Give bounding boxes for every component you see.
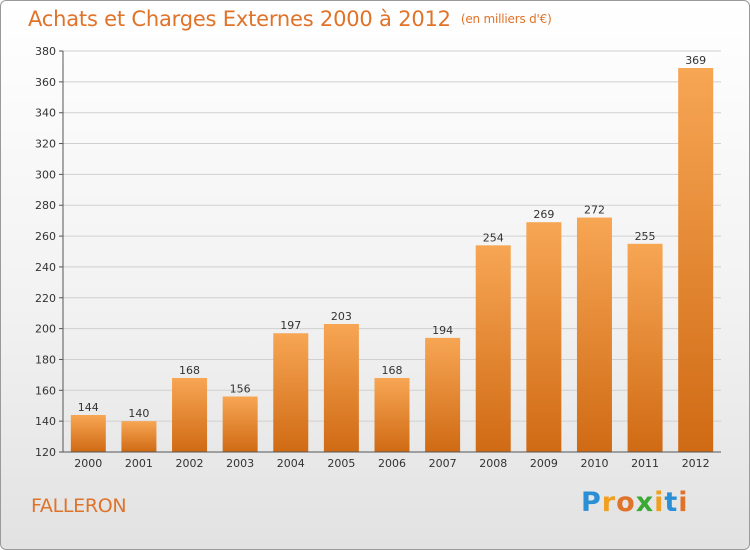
bar-2003 <box>222 396 258 452</box>
x-tick-label: 2009 <box>530 457 558 470</box>
value-label: 269 <box>533 208 554 221</box>
y-axis-ticks: 120 140 160 180 200 220 240 260 280 300 320 340 360 3… <box>35 45 63 459</box>
bars <box>70 67 714 452</box>
x-tick-label: 2012 <box>682 457 710 470</box>
y-tick-label: 340 <box>35 107 56 120</box>
y-tick-label: 320 <box>35 138 56 151</box>
x-axis-ticks: 2000 2001 2002 2003 2004 2005 2006 2007 2008 2009… <box>74 457 709 470</box>
y-tick-label: 220 <box>35 292 56 305</box>
x-tick-label: 2008 <box>479 457 507 470</box>
bar-2006 <box>374 377 410 452</box>
axes <box>62 51 721 453</box>
x-tick-label: 2002 <box>176 457 204 470</box>
value-label: 194 <box>432 324 453 337</box>
x-tick-label: 2011 <box>631 457 659 470</box>
y-tick-label: 280 <box>35 199 56 212</box>
bar-2005 <box>323 323 359 452</box>
bar-2012 <box>678 67 714 452</box>
logo-letter: r <box>601 487 617 518</box>
bar-2011 <box>627 243 663 452</box>
logo-letter: t <box>664 487 679 518</box>
bar-2007 <box>425 337 461 452</box>
value-label: 203 <box>331 310 352 323</box>
y-tick-label: 160 <box>35 384 56 397</box>
x-tick-label: 2010 <box>580 457 608 470</box>
value-label: 140 <box>128 407 149 420</box>
x-tick-label: 2005 <box>327 457 355 470</box>
value-label: 144 <box>78 401 99 414</box>
y-tick-label: 200 <box>35 323 56 336</box>
logo-letter: i <box>678 487 689 518</box>
logo-letter: i <box>654 487 665 518</box>
y-tick-label: 260 <box>35 230 56 243</box>
bar-2010 <box>576 217 612 452</box>
value-label: 156 <box>230 382 251 395</box>
value-label: 168 <box>179 364 200 377</box>
location-name: FALLERON <box>31 495 127 517</box>
title-text: Achats et Charges Externes 2000 à 2012 <box>28 7 451 31</box>
y-tick-label: 300 <box>35 168 56 181</box>
y-tick-label: 240 <box>35 261 56 274</box>
logo-letter: o <box>616 487 636 518</box>
y-tick-label: 120 <box>35 446 56 459</box>
value-label: 369 <box>685 54 706 67</box>
y-tick-label: 180 <box>35 353 56 366</box>
bar-2004 <box>273 333 309 452</box>
value-labels: 144 140 168 156 197 203 168 194 254 269 272 255 369 <box>78 54 706 420</box>
logo-letter: P <box>581 487 602 518</box>
x-tick-label: 2007 <box>429 457 457 470</box>
value-label: 168 <box>382 364 403 377</box>
bar-2000 <box>70 414 106 452</box>
value-label: 255 <box>635 230 656 243</box>
x-tick-label: 2006 <box>378 457 406 470</box>
x-tick-label: 2003 <box>226 457 254 470</box>
y-tick-label: 360 <box>35 76 56 89</box>
proxiti-logo: Proxiti <box>581 487 689 518</box>
x-tick-label: 2001 <box>125 457 153 470</box>
y-tick-label: 140 <box>35 415 56 428</box>
value-label: 254 <box>483 231 504 244</box>
bar-2002 <box>172 377 208 452</box>
chart-title: Achats et Charges Externes 2000 à 2012 (e… <box>28 7 552 31</box>
value-label: 197 <box>280 319 301 332</box>
bar-2008 <box>475 245 511 452</box>
x-tick-label: 2000 <box>74 457 102 470</box>
unit-label: (en milliers d'€) <box>460 12 552 26</box>
value-label: 272 <box>584 204 605 217</box>
bar-2009 <box>526 222 562 452</box>
logo-letter: x <box>635 487 655 518</box>
y-tick-label: 380 <box>35 45 56 58</box>
x-tick-label: 2004 <box>277 457 305 470</box>
bar-2001 <box>121 421 157 452</box>
